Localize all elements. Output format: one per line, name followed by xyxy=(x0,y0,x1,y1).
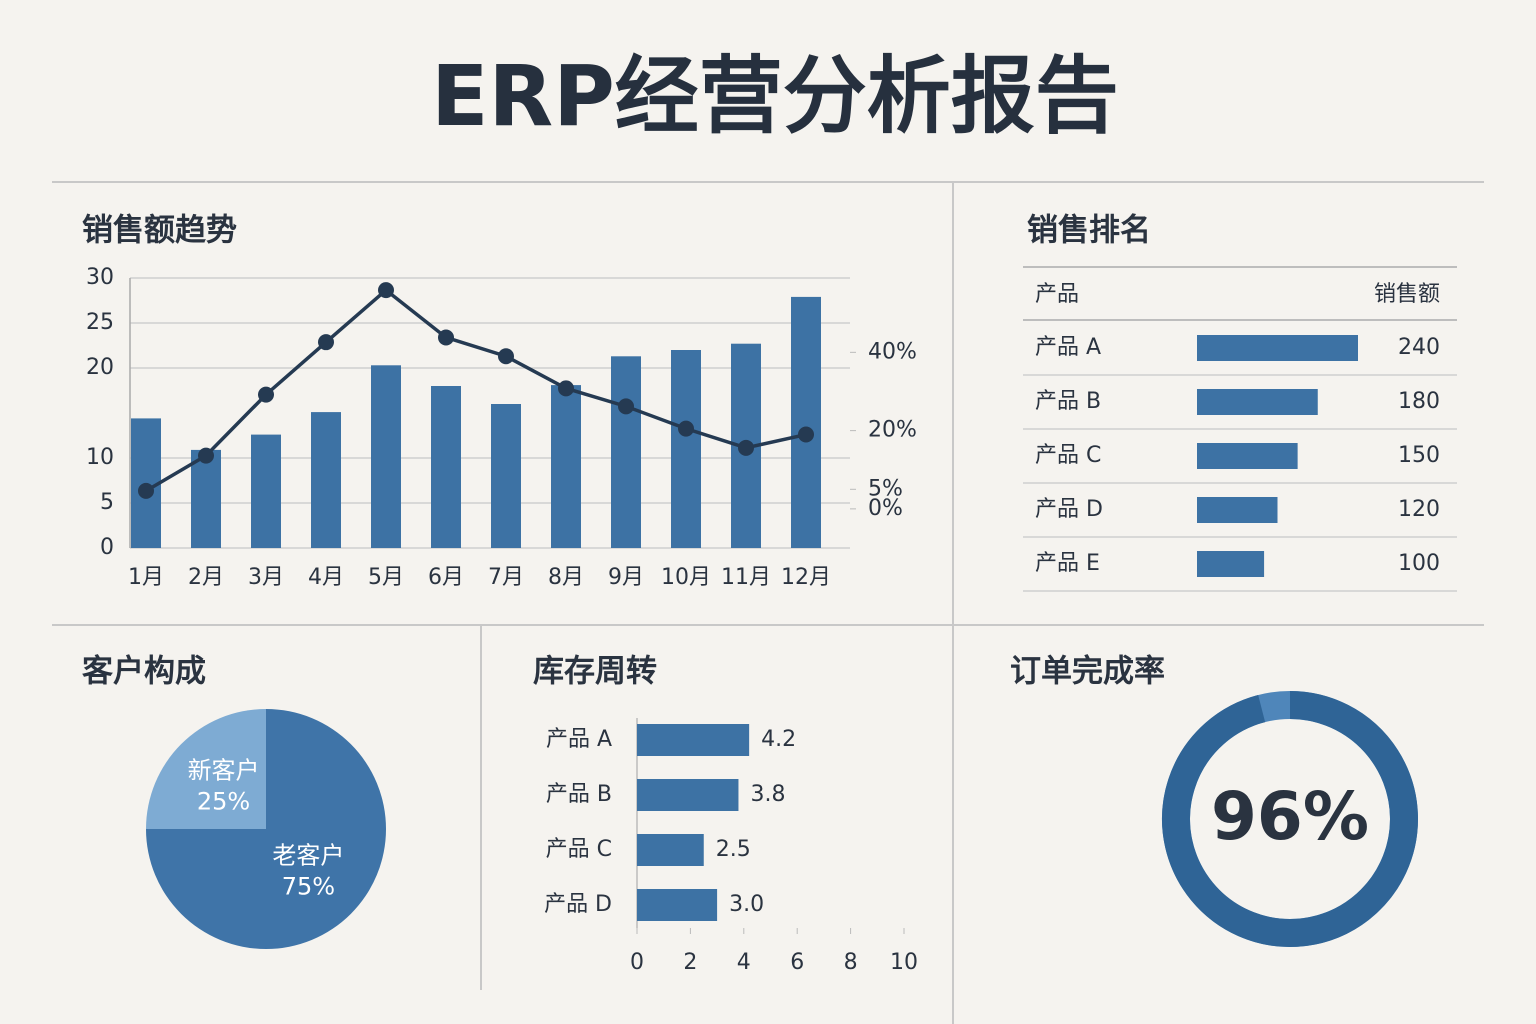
slice-value: 25% xyxy=(197,788,250,816)
x-tick-label: 8 xyxy=(844,950,858,975)
bar xyxy=(1197,551,1265,577)
y-tick-label: 产品 D xyxy=(544,892,612,917)
x-tick-label: 1月 xyxy=(128,565,164,590)
value-label: 180 xyxy=(1398,389,1440,414)
bar xyxy=(637,779,739,811)
chart-title: 客户构成 xyxy=(82,654,206,690)
column-header: 销售额 xyxy=(1374,282,1440,307)
line-point xyxy=(378,282,394,299)
line-point xyxy=(438,329,454,346)
chart-title: 库存周转 xyxy=(533,654,657,690)
y-tick-label: 25 xyxy=(86,310,114,335)
row-label: 产品 C xyxy=(1035,443,1101,468)
value-label: 3.8 xyxy=(750,782,785,807)
x-tick-label: 4 xyxy=(737,950,751,975)
chart-title: 销售额趋势 xyxy=(82,213,237,249)
line-point xyxy=(198,447,214,464)
bar xyxy=(491,404,521,548)
line-point xyxy=(258,386,274,403)
x-tick-label: 2月 xyxy=(188,565,224,590)
x-tick-label: 11月 xyxy=(721,565,771,590)
line-point xyxy=(618,398,634,415)
x-tick-label: 6 xyxy=(790,950,804,975)
x-tick-label: 10 xyxy=(890,950,918,975)
gauge-arc xyxy=(1162,691,1418,947)
bar xyxy=(371,365,401,548)
chart-title: 订单完成率 xyxy=(1010,654,1165,690)
y-tick-label: 30 xyxy=(86,265,114,290)
value-label: 4.2 xyxy=(761,727,796,752)
bar xyxy=(311,412,341,548)
value-label: 240 xyxy=(1398,335,1440,360)
x-tick-label: 0 xyxy=(630,950,644,975)
y2-tick-label: 40% xyxy=(868,339,917,364)
slice-label: 新客户 xyxy=(188,757,260,785)
row-label: 产品 D xyxy=(1035,497,1103,522)
pie-slice xyxy=(146,709,266,829)
y2-tick-label: 20% xyxy=(868,418,917,443)
value-label: 120 xyxy=(1398,497,1440,522)
bar xyxy=(1197,497,1278,523)
y-tick-label: 10 xyxy=(86,445,114,470)
value-label: 100 xyxy=(1398,551,1440,576)
pie-slice xyxy=(146,709,386,949)
bar xyxy=(251,434,281,548)
x-tick-label: 8月 xyxy=(548,565,584,590)
chart-title: 销售排名 xyxy=(1027,213,1151,249)
y-tick-label: 5 xyxy=(100,490,114,515)
line-point xyxy=(798,426,814,443)
x-tick-label: 9月 xyxy=(608,565,644,590)
row-label: 产品 B xyxy=(1035,389,1101,414)
y-tick-label: 产品 C xyxy=(546,837,612,862)
row-label: 产品 E xyxy=(1035,551,1100,576)
line-point xyxy=(318,334,334,351)
page-title: ERP经营分析报告 xyxy=(431,47,1119,145)
row-label: 产品 A xyxy=(1035,335,1101,360)
x-tick-label: 2 xyxy=(683,950,697,975)
value-label: 150 xyxy=(1398,443,1440,468)
bar xyxy=(1197,443,1298,469)
column-header: 产品 xyxy=(1035,282,1079,307)
bar xyxy=(637,724,750,756)
x-tick-label: 5月 xyxy=(368,565,404,590)
line-point xyxy=(738,439,754,456)
line-point xyxy=(678,420,694,437)
line-point xyxy=(498,348,514,365)
slice-value: 75% xyxy=(282,872,335,900)
y-tick-label: 产品 B xyxy=(546,782,612,807)
bar xyxy=(1197,335,1358,361)
y-tick-label: 20 xyxy=(86,355,114,380)
x-tick-label: 4月 xyxy=(308,565,344,590)
value-label: 3.0 xyxy=(729,892,764,917)
y2-tick-label: 0% xyxy=(868,496,903,521)
line xyxy=(145,287,807,493)
bar xyxy=(611,356,641,548)
y-tick-label: 产品 A xyxy=(546,727,612,752)
y-tick-label: 0 xyxy=(100,535,114,560)
bar xyxy=(637,889,718,921)
x-tick-label: 3月 xyxy=(248,565,284,590)
x-tick-label: 6月 xyxy=(428,565,464,590)
gauge-value: 96% xyxy=(1211,778,1369,855)
bar xyxy=(551,385,581,548)
y2-tick-label: 5% xyxy=(868,476,903,501)
bar xyxy=(637,834,704,866)
bar xyxy=(1197,389,1318,415)
line-point xyxy=(558,380,574,397)
x-tick-label: 10月 xyxy=(661,565,711,590)
value-label: 2.5 xyxy=(716,837,751,862)
x-tick-label: 7月 xyxy=(488,565,524,590)
slice-label: 老客户 xyxy=(272,841,344,869)
bar xyxy=(191,449,221,548)
bar xyxy=(431,386,461,548)
line-point xyxy=(138,482,154,499)
bar xyxy=(791,296,821,548)
bar xyxy=(671,350,701,548)
x-tick-label: 12月 xyxy=(781,565,831,590)
